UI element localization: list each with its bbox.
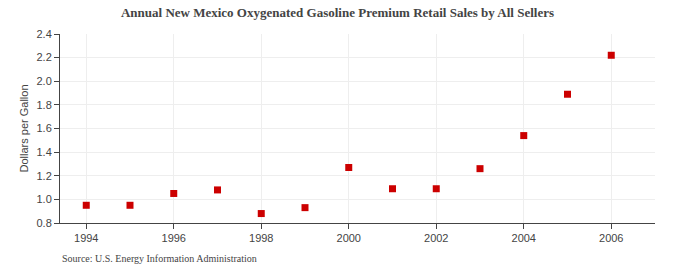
svg-text:Annual New Mexico Oxygenated G: Annual New Mexico Oxygenated Gasoline Pr…: [121, 5, 554, 20]
svg-text:1.2: 1.2: [37, 170, 52, 182]
svg-text:2.2: 2.2: [37, 51, 52, 63]
svg-text:2000: 2000: [337, 232, 361, 244]
svg-text:1996: 1996: [162, 232, 186, 244]
svg-text:1998: 1998: [249, 232, 273, 244]
svg-text:Dollars per Gallon: Dollars per Gallon: [18, 84, 30, 172]
svg-text:1.0: 1.0: [37, 193, 52, 205]
svg-text:2002: 2002: [424, 232, 448, 244]
svg-text:2.4: 2.4: [37, 28, 52, 40]
svg-text:1.4: 1.4: [37, 146, 52, 158]
svg-text:Source: U.S. Energy Informatio: Source: U.S. Energy Information Administ…: [62, 253, 257, 264]
svg-text:2006: 2006: [599, 232, 623, 244]
svg-text:1.6: 1.6: [37, 122, 52, 134]
svg-text:2.0: 2.0: [37, 75, 52, 87]
svg-text:1994: 1994: [74, 232, 98, 244]
svg-text:2004: 2004: [512, 232, 536, 244]
svg-text:1.8: 1.8: [37, 99, 52, 111]
svg-text:0.8: 0.8: [37, 217, 52, 229]
